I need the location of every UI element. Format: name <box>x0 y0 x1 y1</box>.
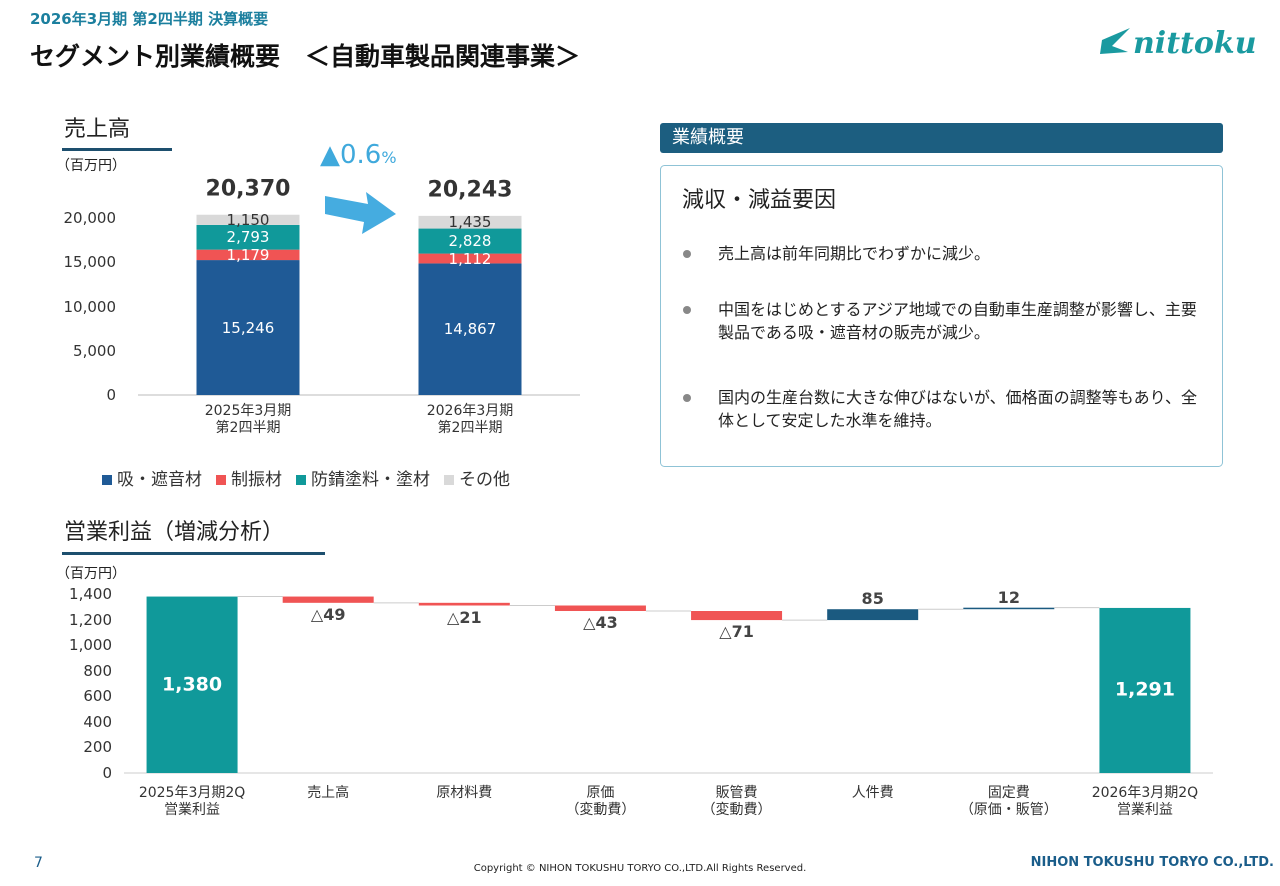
bar-segment <box>196 224 300 250</box>
x-tick-label: 売上高 <box>307 785 350 801</box>
change: ▲0.6% <box>320 140 397 171</box>
x-tick-label: 販管費 （変動費） <box>701 785 772 818</box>
y-tick-label: 200 <box>83 738 112 757</box>
title-underline <box>62 552 325 555</box>
y-tick-label: 15,000 <box>63 253 117 272</box>
value-label: 1,435 <box>448 213 492 232</box>
value-label: 85 <box>861 589 884 609</box>
legend-label: 防錆塗料・塗材 <box>311 469 430 490</box>
y-tick-label: 20,000 <box>63 209 117 227</box>
y-tick-label: 0 <box>102 764 112 782</box>
summary-box <box>660 165 1223 467</box>
value-label: 15,246 <box>221 318 275 337</box>
bar-segment <box>418 263 522 395</box>
arrow <box>325 192 396 234</box>
bar <box>282 596 374 603</box>
chart-title: 営業利益（増減分析） <box>64 520 285 545</box>
legend-label: 吸・遮音材 <box>117 469 202 490</box>
legend-marker <box>296 475 306 485</box>
x-tick-label: 固定費 （原価・販管） <box>959 785 1058 818</box>
bar-segment <box>418 228 522 254</box>
legend-marker <box>216 475 226 485</box>
total-label: 20,243 <box>427 177 513 203</box>
logo-mark <box>1100 28 1130 54</box>
y-tick-label: 1,200 <box>69 610 112 629</box>
bullet-dot <box>683 394 691 402</box>
x-tick-label: 原材料費 <box>436 785 493 801</box>
unit-label: （百万円） <box>56 158 126 174</box>
bullet-dot <box>683 250 691 258</box>
value-label: 1,291 <box>1114 679 1175 702</box>
value-label: 1,150 <box>226 210 270 229</box>
bar <box>554 605 646 612</box>
chart-title: 売上高 <box>64 117 131 142</box>
x-tick-label: 原価 （変動費） <box>565 785 636 818</box>
value-label: 1,112 <box>448 249 492 268</box>
bullet-text: 売上高は前年同期比でわずかに減少。 <box>718 244 991 263</box>
unit-label: （百万円） <box>56 566 126 582</box>
page-number: 7 <box>34 855 43 871</box>
value-label: 2,828 <box>448 232 492 251</box>
value-label: 2,793 <box>226 228 270 247</box>
y-tick-label: 0 <box>106 386 116 404</box>
value-label: △71 <box>719 622 754 642</box>
bar <box>418 602 510 606</box>
value-label: △43 <box>583 613 618 632</box>
heading-bar <box>660 123 1223 153</box>
page-title: セグメント別業績概要 ＜自動車製品関連事業＞ <box>30 42 581 71</box>
y-tick-label: 600 <box>83 687 112 706</box>
change-value: ▲0.6 <box>320 140 382 170</box>
value-label: 1,380 <box>162 673 223 696</box>
bar-segment <box>418 215 522 229</box>
y-tick-label: 400 <box>83 712 112 731</box>
title-underline <box>62 148 172 151</box>
bar <box>1099 607 1191 773</box>
y-tick-label: 800 <box>83 661 112 680</box>
value-label: 12 <box>997 587 1020 607</box>
y-tick-label: 1,400 <box>69 585 112 603</box>
value-label: △21 <box>447 607 482 627</box>
summary-subtitle: 減収・減益要因 <box>682 188 837 213</box>
value-label: △49 <box>310 604 346 624</box>
y-tick-label: 10,000 <box>63 297 117 316</box>
bar <box>691 611 783 621</box>
bar <box>963 607 1055 610</box>
bar-segment <box>418 253 522 264</box>
value-label: 1,179 <box>226 245 270 264</box>
x-tick-label: 2025年3月期2Q 営業利益 <box>138 785 246 818</box>
value-label: 14,867 <box>443 320 497 339</box>
bar-segment <box>196 214 300 225</box>
x-tick-label: 2026年3月期 第2四半期 <box>426 403 514 436</box>
x-tick-label: 2026年3月期2Q 営業利益 <box>1091 785 1199 818</box>
x-tick-label: 人件費 <box>851 785 894 801</box>
bullet-text: 国内の生産台数に大きな伸びはないが、価格面の調整等もあり、全体として安定した水準… <box>718 388 1198 431</box>
legend-marker <box>444 475 454 485</box>
bar-segment <box>196 249 300 261</box>
bar <box>827 609 919 621</box>
bar <box>146 596 238 773</box>
legend-marker <box>102 475 112 485</box>
legend-label: 制振材 <box>231 469 282 490</box>
x-tick-label: 2025年3月期 第2四半期 <box>204 403 292 436</box>
bullet-text: 中国をはじめとするアジア地域での自動車生産調整が影響し、主要製品である吸・遮音材… <box>718 300 1197 343</box>
y-tick-label: 5,000 <box>73 341 116 360</box>
bar-segment <box>196 260 300 395</box>
company: NIHON TOKUSHU TORYO CO.,LTD. <box>1030 855 1274 870</box>
logo: nittoku <box>1133 26 1257 61</box>
total-label: 20,370 <box>205 176 291 202</box>
bullet-dot <box>683 306 691 314</box>
period: 2026年3月期 第2四半期 決算概要 <box>30 10 269 28</box>
copyright: Copyright © NIHON TOKUSHU TORYO CO.,LTD.… <box>473 863 807 874</box>
summary-heading: 業績概要 <box>672 127 744 148</box>
change-unit: % <box>381 148 397 167</box>
legend-label: その他 <box>459 469 510 490</box>
y-tick-label: 1,000 <box>69 636 112 655</box>
